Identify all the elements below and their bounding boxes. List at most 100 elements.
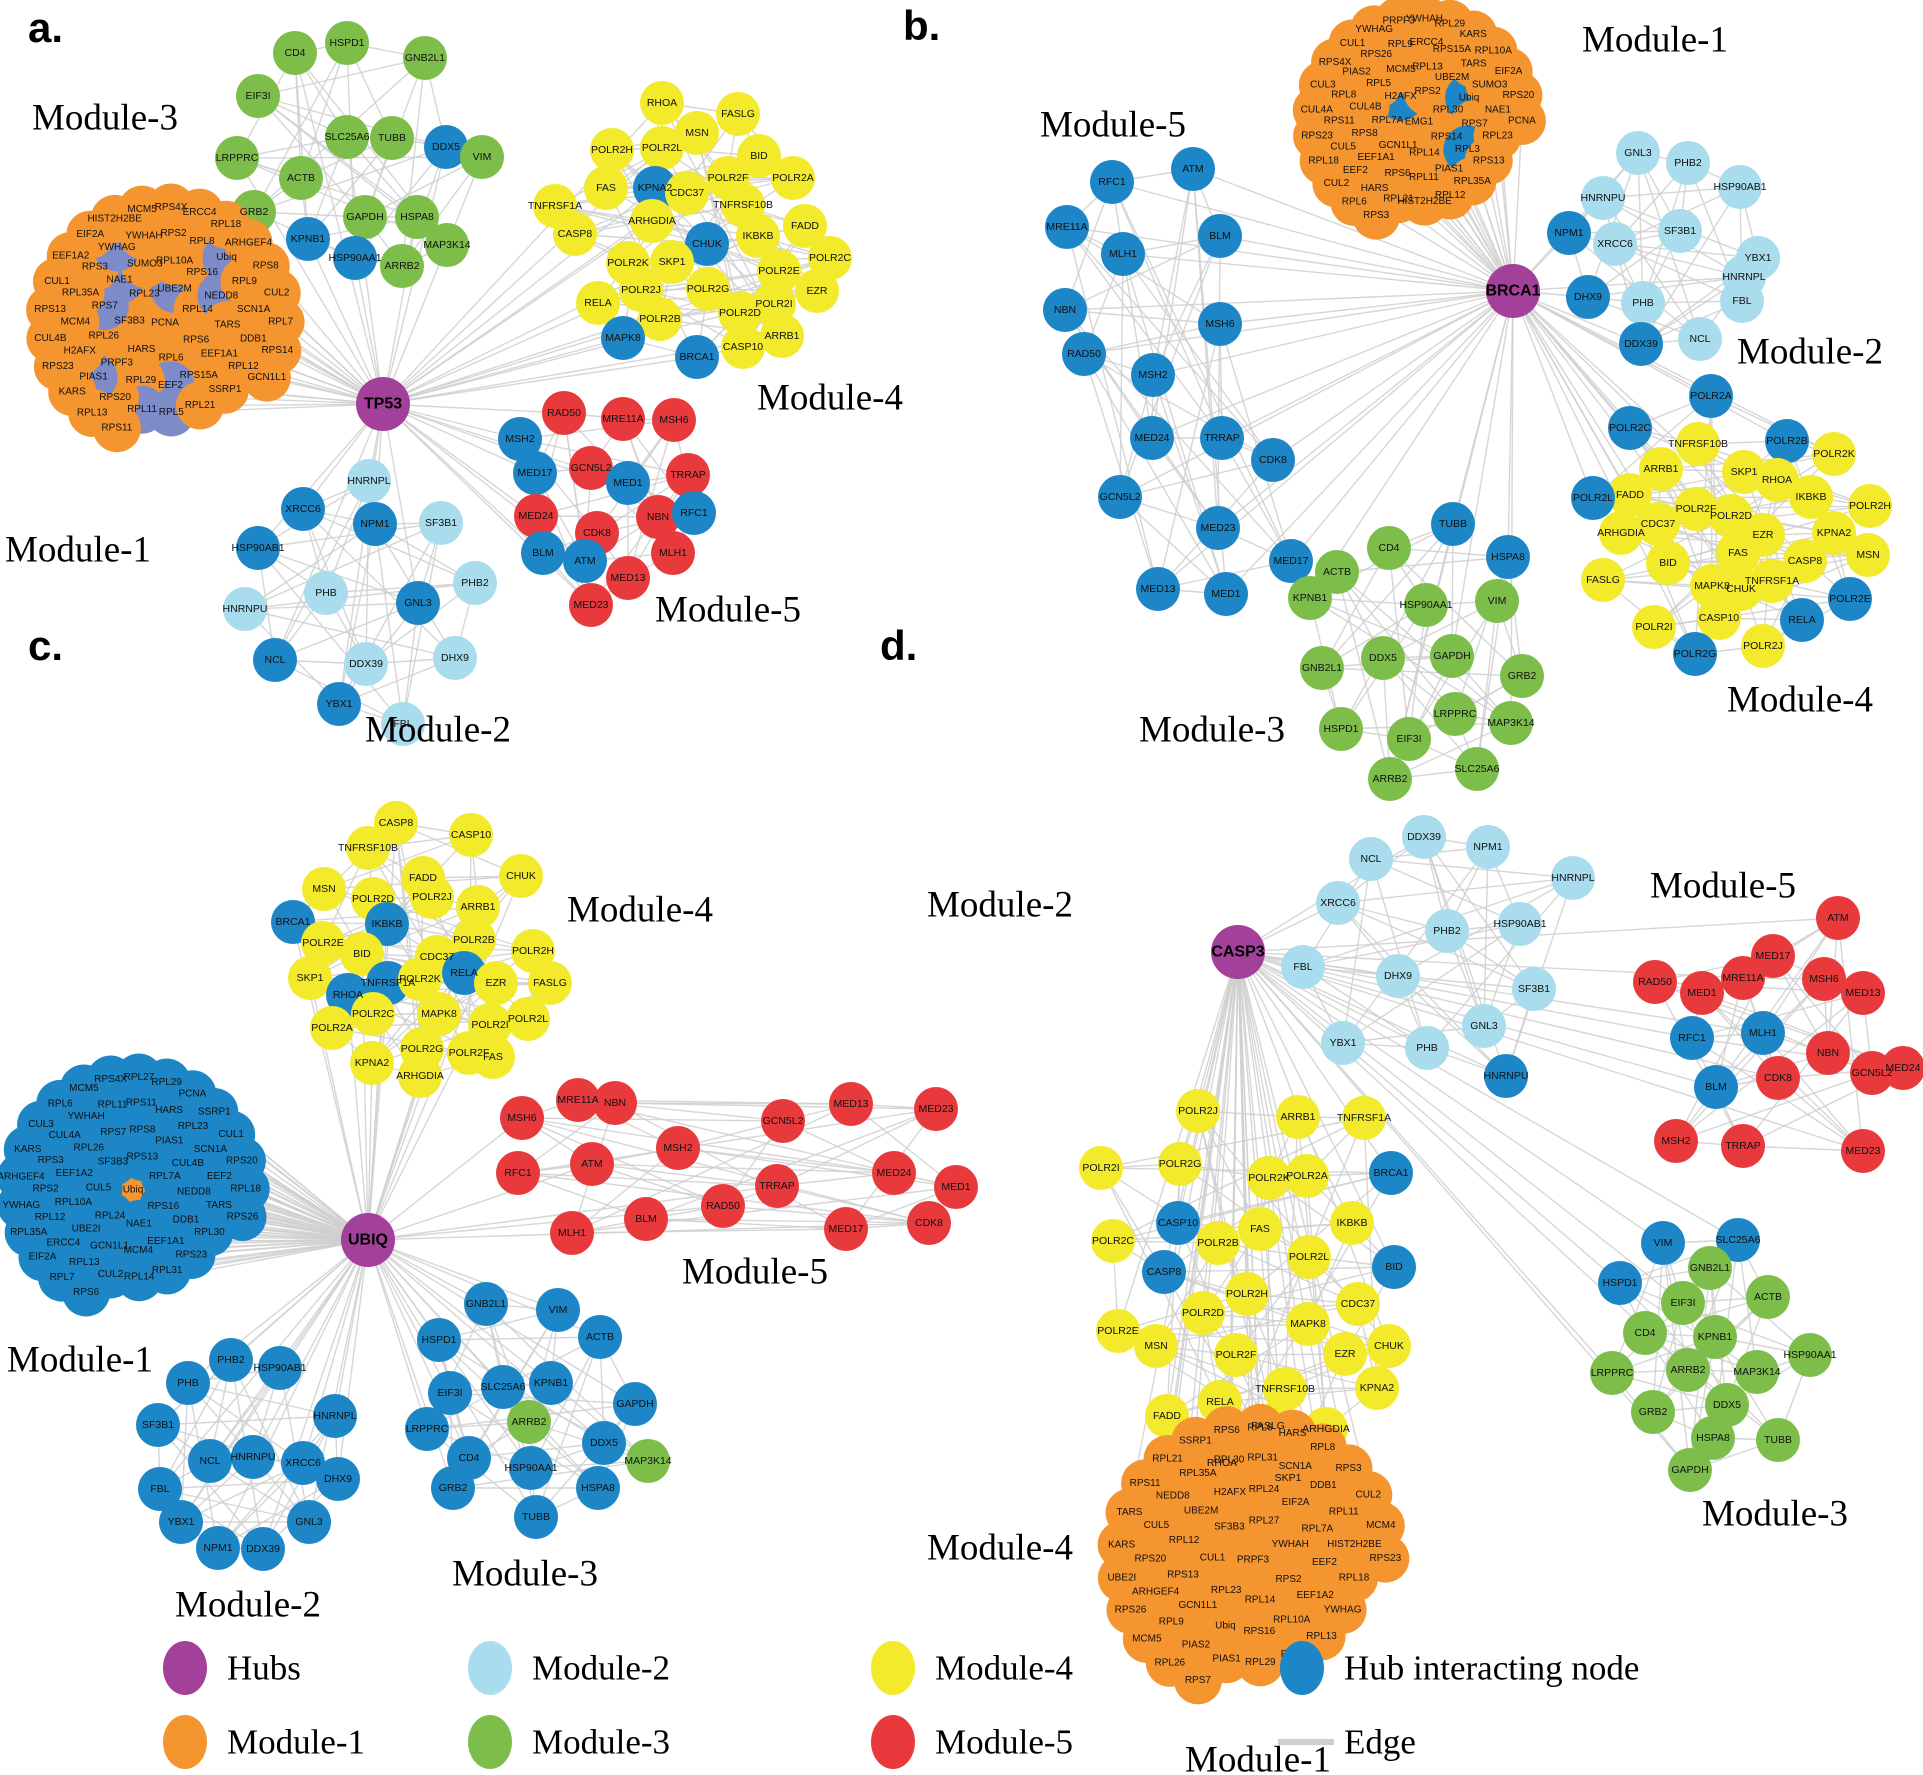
node-TNFRSF10B[interactable]: [1263, 1367, 1307, 1411]
node-TNFRSF10B[interactable]: [346, 826, 390, 870]
node-IKBKB[interactable]: [1789, 475, 1833, 519]
node-BLM[interactable]: [624, 1197, 668, 1241]
node-CASP10[interactable]: [449, 813, 493, 857]
node-NBN[interactable]: [593, 1081, 637, 1125]
node-RPL31[interactable]: [143, 1246, 192, 1295]
node-MAP3K14[interactable]: [626, 1439, 670, 1483]
node-GAPDH[interactable]: [1668, 1448, 1712, 1492]
node-ARRB1[interactable]: [760, 314, 804, 358]
node-SLC25A6[interactable]: [1716, 1218, 1760, 1262]
node-MED17[interactable]: [513, 451, 557, 495]
node-MED13[interactable]: [829, 1082, 873, 1126]
node-BRCA1[interactable]: [1369, 1151, 1413, 1195]
node-NCL[interactable]: [188, 1439, 232, 1483]
node-POLR2C[interactable]: [1608, 406, 1652, 450]
node-ARRB2[interactable]: [507, 1400, 551, 1444]
node-MED1[interactable]: [934, 1165, 978, 1209]
node-CD4[interactable]: [1367, 526, 1411, 570]
node-GAPDH[interactable]: [1430, 634, 1474, 678]
node-HNRNPL[interactable]: [313, 1394, 357, 1438]
node-HNRNPL[interactable]: [1551, 856, 1595, 900]
node-POLR2G[interactable]: [1158, 1142, 1202, 1186]
node-DHX9[interactable]: [1376, 954, 1420, 998]
node-POLR2A[interactable]: [1689, 374, 1733, 418]
node-CASP8[interactable]: [1783, 539, 1827, 583]
node-FAS[interactable]: [1238, 1207, 1282, 1251]
node-ACTB[interactable]: [279, 156, 323, 200]
node-DDX39[interactable]: [1619, 322, 1663, 366]
node-CASP8[interactable]: [374, 801, 418, 845]
node-MSH6[interactable]: [1802, 957, 1846, 1001]
node-HSP90AA1[interactable]: [1788, 1333, 1832, 1377]
node-POLR2L[interactable]: [506, 997, 550, 1041]
node-IKBKB[interactable]: [1330, 1201, 1374, 1245]
node-GNB2L1[interactable]: [1688, 1246, 1732, 1290]
node-MED23[interactable]: [914, 1087, 958, 1131]
node-XRCC6[interactable]: [1593, 222, 1637, 266]
node-IKBKB[interactable]: [365, 902, 409, 946]
node-PHB2[interactable]: [209, 1338, 253, 1382]
node-MED1[interactable]: [606, 461, 650, 505]
node-HSPA8[interactable]: [1691, 1416, 1735, 1460]
node-POLR2K[interactable]: [398, 957, 442, 1001]
node-GAPDH[interactable]: [343, 195, 387, 239]
node-HNRNPU[interactable]: [1581, 176, 1625, 220]
node-POLR2K[interactable]: [1247, 1156, 1291, 1200]
node-KPNA2[interactable]: [1355, 1366, 1399, 1410]
node-GNB2L1[interactable]: [403, 36, 447, 80]
node-HSP90AB1[interactable]: [1718, 165, 1762, 209]
node-CASP10[interactable]: [721, 325, 765, 369]
node-CDK8[interactable]: [1756, 1056, 1800, 1100]
node-FBL[interactable]: [381, 702, 425, 746]
node-POLR2J[interactable]: [1176, 1089, 1220, 1133]
node-POLR2L[interactable]: [640, 126, 684, 170]
node-FAS[interactable]: [471, 1035, 515, 1079]
node-MSN[interactable]: [675, 111, 719, 155]
node-ATM[interactable]: [1816, 896, 1860, 940]
node-POLR2I[interactable]: [1632, 605, 1676, 649]
node-SKP1[interactable]: [1722, 450, 1766, 494]
node-XRCC6[interactable]: [1316, 881, 1360, 925]
node-MSH2[interactable]: [1654, 1119, 1698, 1163]
node-PHB2[interactable]: [453, 561, 497, 605]
node-FAS[interactable]: [1716, 531, 1760, 575]
node-ARHGDIA[interactable]: [1599, 511, 1643, 555]
node-NPM1[interactable]: [1547, 211, 1591, 255]
node-RELA[interactable]: [1780, 598, 1824, 642]
node-POLR2H[interactable]: [590, 128, 634, 172]
node-TNFRSF10B[interactable]: [1676, 422, 1720, 466]
node-MSH6[interactable]: [652, 398, 696, 442]
node-POLR2A[interactable]: [1285, 1154, 1329, 1198]
node-SF3B1[interactable]: [419, 501, 463, 545]
node-PHB2[interactable]: [1425, 909, 1469, 953]
node-HSPA8[interactable]: [395, 195, 439, 239]
node-FASLG[interactable]: [528, 961, 572, 1005]
node-DHX9[interactable]: [1566, 275, 1610, 319]
node-MRE11A[interactable]: [1721, 956, 1765, 1000]
node-CDC37[interactable]: [1636, 502, 1680, 546]
node-XRCC6[interactable]: [281, 487, 325, 531]
node-ATM[interactable]: [570, 1142, 614, 1186]
node-POLR2L[interactable]: [1571, 476, 1615, 520]
node-BID[interactable]: [1646, 541, 1690, 585]
node-HSPD1[interactable]: [1319, 707, 1363, 751]
node-HSPD1[interactable]: [417, 1318, 461, 1362]
node-XRCC6[interactable]: [281, 1441, 325, 1485]
node-HSP90AA1[interactable]: [1404, 583, 1448, 627]
node-PCNA[interactable]: [1497, 96, 1546, 145]
node-GRB2[interactable]: [1500, 654, 1544, 698]
node-PHB[interactable]: [1621, 281, 1665, 325]
node-NCL[interactable]: [1349, 837, 1393, 881]
node-DDX5[interactable]: [424, 125, 468, 169]
node-HSPD1[interactable]: [325, 21, 369, 65]
node-MED24[interactable]: [1881, 1046, 1923, 1090]
node-GCN1L1[interactable]: [242, 353, 291, 402]
node-MED13[interactable]: [1136, 567, 1180, 611]
node-CASP10[interactable]: [1156, 1201, 1200, 1245]
node-GNL3[interactable]: [1462, 1004, 1506, 1048]
node-CHUK[interactable]: [1367, 1324, 1411, 1368]
node-RHOA[interactable]: [1755, 458, 1799, 502]
node-SLC25A6[interactable]: [325, 115, 369, 159]
node-ARRB2[interactable]: [1666, 1348, 1710, 1392]
node-POLR2E[interactable]: [1096, 1309, 1140, 1353]
